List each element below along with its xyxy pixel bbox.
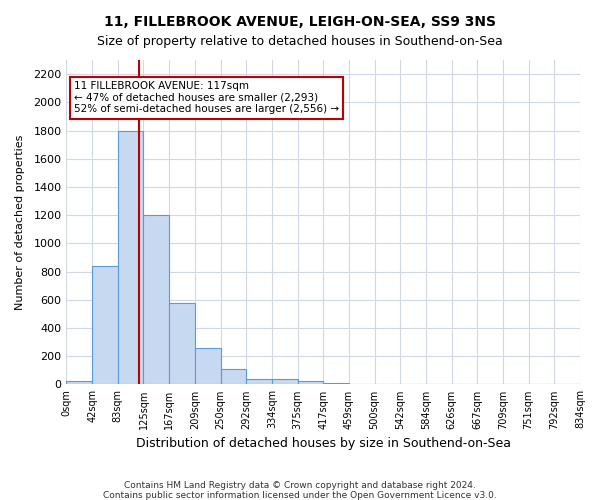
Bar	[195, 348, 221, 384]
Bar	[67, 381, 92, 384]
Text: Size of property relative to detached houses in Southend-on-Sea: Size of property relative to detached ho…	[97, 35, 503, 48]
Bar	[143, 215, 169, 384]
Bar	[246, 379, 272, 384]
Bar	[118, 130, 143, 384]
Text: Contains public sector information licensed under the Open Government Licence v3: Contains public sector information licen…	[103, 491, 497, 500]
Bar	[92, 266, 118, 384]
Y-axis label: Number of detached properties: Number of detached properties	[15, 134, 25, 310]
Text: 11, FILLEBROOK AVENUE, LEIGH-ON-SEA, SS9 3NS: 11, FILLEBROOK AVENUE, LEIGH-ON-SEA, SS9…	[104, 15, 496, 29]
Bar	[298, 381, 323, 384]
Bar	[323, 383, 349, 384]
Bar	[221, 369, 246, 384]
Bar	[272, 379, 298, 384]
Text: 11 FILLEBROOK AVENUE: 117sqm
← 47% of detached houses are smaller (2,293)
52% of: 11 FILLEBROOK AVENUE: 117sqm ← 47% of de…	[74, 81, 339, 114]
Text: Contains HM Land Registry data © Crown copyright and database right 2024.: Contains HM Land Registry data © Crown c…	[124, 481, 476, 490]
Bar	[169, 302, 195, 384]
X-axis label: Distribution of detached houses by size in Southend-on-Sea: Distribution of detached houses by size …	[136, 437, 511, 450]
